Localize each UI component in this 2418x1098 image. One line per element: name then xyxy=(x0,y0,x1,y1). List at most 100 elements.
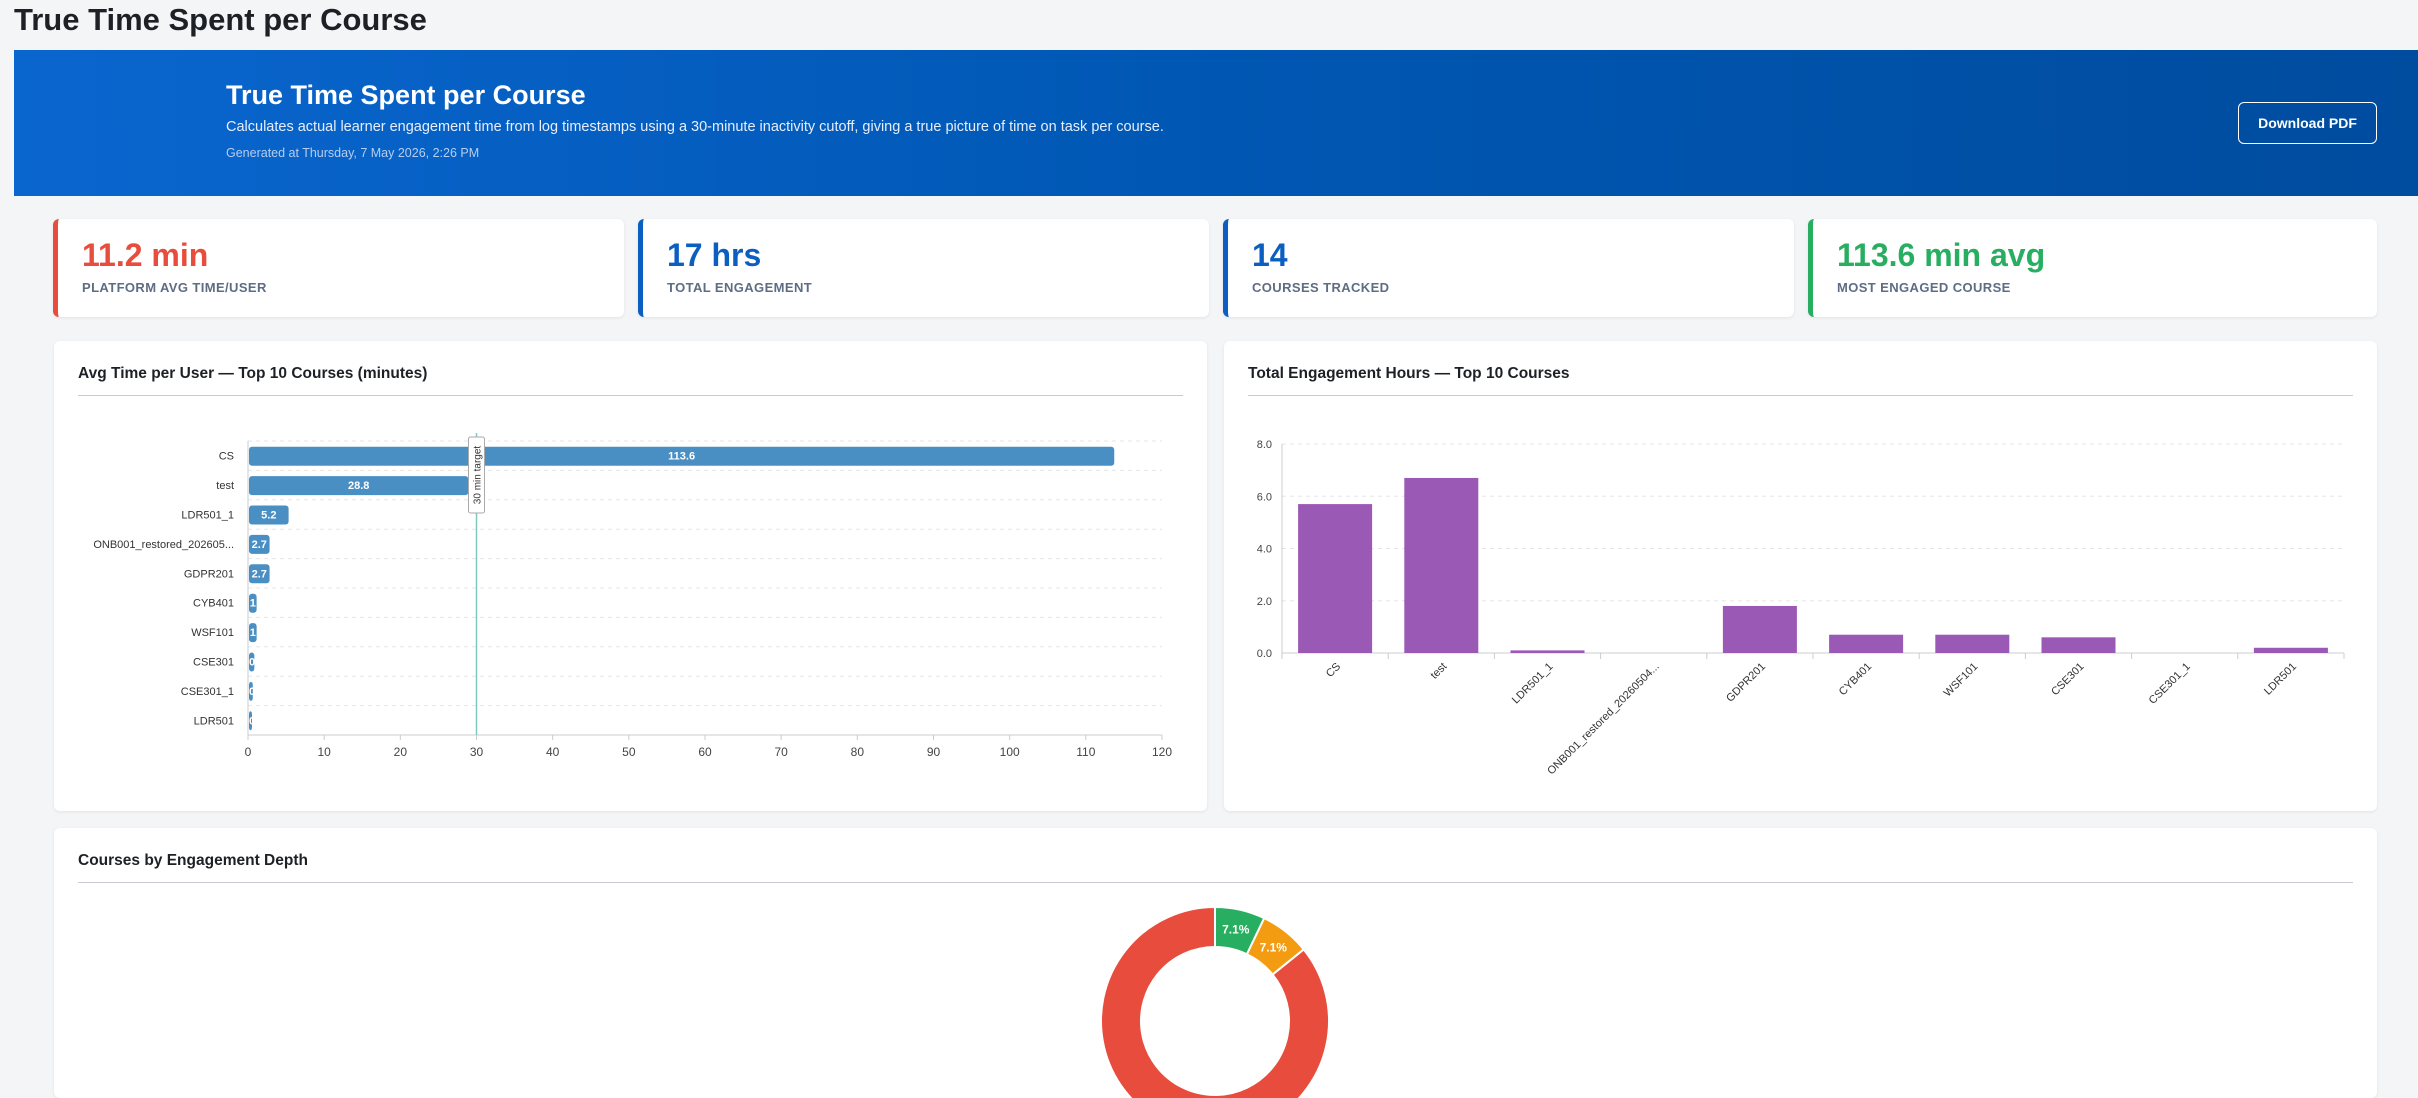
data-label: 0 xyxy=(249,657,255,669)
kpi-card-courses-tracked: 14 COURSES TRACKED xyxy=(1223,219,1794,317)
bar xyxy=(249,476,469,496)
kpi-label: PLATFORM AVG TIME/USER xyxy=(82,280,267,295)
engagement-bar-chart: 0.0 2.0 4.0 6.0 8.0 CS test LDR501_1ONB001_rest… xyxy=(1257,439,2345,778)
data-label: 113.6 xyxy=(668,451,695,463)
data-label: 1 xyxy=(250,627,256,639)
bar xyxy=(2041,637,2116,653)
kpi-label: TOTAL ENGAGEMENT xyxy=(667,280,813,295)
reference-label-box xyxy=(468,436,485,514)
slice-label: 7.1% xyxy=(1260,940,1288,954)
divider xyxy=(78,882,2353,883)
data-label: 1 xyxy=(250,598,256,610)
bar xyxy=(249,564,270,584)
bar xyxy=(249,534,270,554)
x-tick-label: 110 xyxy=(1076,745,1095,759)
donut-slice xyxy=(1100,905,1330,1098)
kpi-card-most-engaged: 113.6 min avg MOST ENGAGED COURSE xyxy=(1808,219,2377,317)
x-tick-label: 90 xyxy=(927,745,941,759)
engagement-chart-card: Total Engagement Hours — Top 10 Courses … xyxy=(1224,341,2377,811)
generated-timestamp: Generated at Thursday, 7 May 2026, 2:26 … xyxy=(226,146,480,160)
kpi-card-total-engagement: 17 hrs TOTAL ENGAGEMENT xyxy=(638,219,1209,317)
chart-title: Courses by Engagement Depth xyxy=(78,852,308,869)
x-tick-label: 50 xyxy=(622,745,636,759)
category-label: LDR501_1 xyxy=(1510,661,1556,707)
x-tick-label: 40 xyxy=(546,745,560,759)
y-tick-label: 0.0 xyxy=(1257,648,1272,660)
category-label: test xyxy=(1428,661,1449,682)
data-label: 5.2 xyxy=(261,510,276,522)
x-tick-label: 20 xyxy=(394,745,408,759)
x-tick-label: 70 xyxy=(774,745,788,759)
data-label: 2.7 xyxy=(252,568,267,580)
x-tick-label: 0 xyxy=(245,745,252,759)
category-label: LDR501_1 xyxy=(181,510,234,522)
bar xyxy=(249,681,253,701)
bar xyxy=(1935,634,2010,653)
data-label: 0 xyxy=(249,686,255,698)
chart-title: Total Engagement Hours — Top 10 Courses xyxy=(1248,365,1570,382)
bar xyxy=(249,711,252,731)
data-label: 2.7 xyxy=(252,539,267,551)
x-tick-label: 120 xyxy=(1152,745,1172,759)
page-title: True Time Spent per Course xyxy=(14,2,427,37)
kpi-label: COURSES TRACKED xyxy=(1252,280,1390,295)
category-label: CSE301_1 xyxy=(2147,661,2193,707)
category-label: CSE301 xyxy=(193,657,234,669)
hero-banner: True Time Spent per Course Calculates ac… xyxy=(14,50,2418,196)
category-label: CS xyxy=(219,451,234,463)
bar xyxy=(249,623,257,643)
bar xyxy=(1404,477,1479,653)
engagement-depth-card: Courses by Engagement Depth 7.1% 7.1% xyxy=(54,828,2377,1098)
chart-title: Avg Time per User — Top 10 Courses (minu… xyxy=(78,365,428,382)
category-label: CYB401 xyxy=(193,598,234,610)
hero-description: Calculates actual learner engagement tim… xyxy=(226,119,1164,135)
hero-title: True Time Spent per Course xyxy=(226,80,586,110)
bar xyxy=(1722,605,1797,653)
engagement-depth-donut-chart: 7.1% 7.1% xyxy=(1100,905,1330,1098)
x-tick-label: 100 xyxy=(1000,745,1020,759)
data-label: 28.8 xyxy=(348,480,369,492)
kpi-card-platform-avg: 11.2 min PLATFORM AVG TIME/USER xyxy=(53,219,624,317)
avg-time-chart-card: Avg Time per User — Top 10 Courses (minu… xyxy=(54,341,1207,811)
category-label: GDPR201 xyxy=(1724,661,1768,705)
category-label: WSF101 xyxy=(191,627,234,639)
reference-label: 30 min target xyxy=(473,446,484,505)
bar xyxy=(1298,504,1373,653)
x-tick-label: 80 xyxy=(851,745,865,759)
x-tick-label: 60 xyxy=(698,745,712,759)
download-pdf-button[interactable]: Download PDF xyxy=(2238,102,2377,144)
slice-label: 7.1% xyxy=(1222,922,1250,936)
bar xyxy=(1829,634,1904,653)
x-tick-label: 30 xyxy=(470,745,484,759)
divider xyxy=(1248,395,2353,396)
y-tick-label: 6.0 xyxy=(1257,491,1272,503)
bar xyxy=(249,446,1115,466)
kpi-value: 14 xyxy=(1252,237,1288,273)
data-label: 0 xyxy=(249,715,255,727)
bar xyxy=(2253,647,2328,653)
bar xyxy=(249,505,289,525)
x-tick-label: 10 xyxy=(317,745,331,759)
category-label: LDR501 xyxy=(194,715,234,727)
category-label: WSF101 xyxy=(1942,661,1981,700)
category-label: LDR501 xyxy=(2262,661,2299,698)
bar xyxy=(1510,650,1585,653)
y-tick-label: 2.0 xyxy=(1257,596,1272,608)
y-tick-label: 4.0 xyxy=(1257,544,1272,556)
kpi-value: 17 hrs xyxy=(667,237,762,273)
kpi-value: 113.6 min avg xyxy=(1837,237,2046,273)
bar xyxy=(249,652,255,672)
category-label: CS xyxy=(1324,661,1343,680)
kpi-label: MOST ENGAGED COURSE xyxy=(1837,280,2011,295)
category-label: test xyxy=(216,480,234,492)
category-label: CYB401 xyxy=(1837,661,1874,698)
kpi-value: 11.2 min xyxy=(82,237,209,273)
y-tick-label: 8.0 xyxy=(1257,439,1272,451)
category-label: CSE301 xyxy=(2049,661,2086,698)
category-label: ONB001_restored_20260504... xyxy=(1545,661,1662,778)
bar xyxy=(249,593,257,613)
category-label: GDPR201 xyxy=(184,568,234,580)
category-label: ONB001_restored_202605... xyxy=(93,539,234,551)
category-label: CSE301_1 xyxy=(181,686,234,698)
